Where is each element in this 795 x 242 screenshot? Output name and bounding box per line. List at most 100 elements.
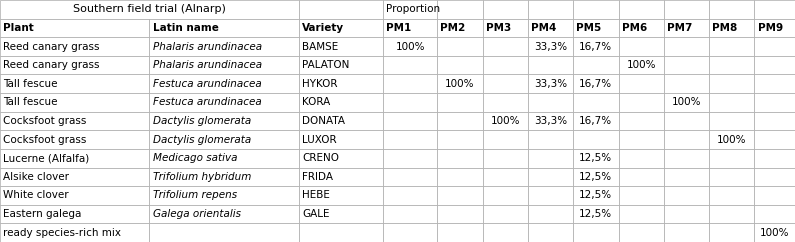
Text: Medicago sativa: Medicago sativa: [153, 153, 237, 163]
Bar: [664, 167, 709, 186]
Bar: [664, 93, 709, 112]
Bar: [383, 223, 437, 242]
Bar: [573, 75, 619, 93]
Bar: [619, 205, 664, 223]
Bar: [528, 75, 573, 93]
Bar: [619, 112, 664, 130]
Bar: [528, 19, 573, 37]
Text: Southern field trial (Alnarp): Southern field trial (Alnarp): [73, 4, 226, 14]
Bar: [299, 186, 383, 205]
Bar: [149, 167, 299, 186]
Text: Trifolium hybridum: Trifolium hybridum: [153, 172, 251, 182]
Text: 16,7%: 16,7%: [580, 116, 612, 126]
Text: 100%: 100%: [491, 116, 520, 126]
Bar: [573, 37, 619, 56]
Bar: [754, 56, 795, 75]
Bar: [664, 205, 709, 223]
Bar: [709, 75, 754, 93]
Bar: [619, 56, 664, 75]
Bar: [0, 19, 149, 37]
Text: Reed canary grass: Reed canary grass: [3, 60, 99, 70]
Bar: [299, 0, 383, 19]
Bar: [483, 167, 528, 186]
Bar: [619, 186, 664, 205]
Bar: [483, 112, 528, 130]
Bar: [149, 112, 299, 130]
Text: 12,5%: 12,5%: [580, 209, 612, 219]
Text: 33,3%: 33,3%: [534, 116, 567, 126]
Bar: [383, 93, 437, 112]
Bar: [709, 56, 754, 75]
Bar: [437, 37, 483, 56]
Bar: [149, 37, 299, 56]
Bar: [483, 56, 528, 75]
Bar: [528, 223, 573, 242]
Bar: [299, 130, 383, 149]
Text: 33,3%: 33,3%: [534, 79, 567, 89]
Bar: [619, 167, 664, 186]
Text: Phalaris arundinacea: Phalaris arundinacea: [153, 60, 262, 70]
Bar: [437, 130, 483, 149]
Bar: [0, 112, 149, 130]
Bar: [149, 223, 299, 242]
Text: 100%: 100%: [626, 60, 656, 70]
Bar: [528, 149, 573, 167]
Text: 100%: 100%: [717, 135, 747, 145]
Text: Phalaris arundinacea: Phalaris arundinacea: [153, 42, 262, 52]
Bar: [709, 130, 754, 149]
Text: Lucerne (Alfalfa): Lucerne (Alfalfa): [3, 153, 89, 163]
Bar: [483, 93, 528, 112]
Text: PM3: PM3: [486, 23, 511, 33]
Bar: [483, 0, 528, 19]
Text: Plant: Plant: [3, 23, 34, 33]
Text: FRIDA: FRIDA: [302, 172, 333, 182]
Bar: [0, 167, 149, 186]
Bar: [619, 19, 664, 37]
Bar: [754, 112, 795, 130]
Bar: [383, 205, 437, 223]
Bar: [437, 56, 483, 75]
Bar: [299, 75, 383, 93]
Bar: [709, 93, 754, 112]
Bar: [754, 93, 795, 112]
Bar: [709, 223, 754, 242]
Bar: [664, 112, 709, 130]
Bar: [0, 223, 149, 242]
Text: GALE: GALE: [302, 209, 330, 219]
Text: 16,7%: 16,7%: [580, 42, 612, 52]
Text: PM6: PM6: [622, 23, 647, 33]
Text: LUXOR: LUXOR: [302, 135, 337, 145]
Bar: [754, 149, 795, 167]
Bar: [299, 223, 383, 242]
Bar: [437, 112, 483, 130]
Bar: [619, 93, 664, 112]
Bar: [709, 19, 754, 37]
Text: Dactylis glomerata: Dactylis glomerata: [153, 116, 251, 126]
Text: HYKOR: HYKOR: [302, 79, 338, 89]
Bar: [483, 223, 528, 242]
Text: PM8: PM8: [712, 23, 738, 33]
Text: HEBE: HEBE: [302, 190, 330, 200]
Text: PM4: PM4: [531, 23, 556, 33]
Bar: [664, 149, 709, 167]
Bar: [754, 223, 795, 242]
Bar: [754, 75, 795, 93]
Bar: [573, 56, 619, 75]
Text: 12,5%: 12,5%: [580, 190, 612, 200]
Bar: [664, 130, 709, 149]
Bar: [299, 19, 383, 37]
Bar: [483, 75, 528, 93]
Text: PALATON: PALATON: [302, 60, 350, 70]
Bar: [299, 93, 383, 112]
Bar: [664, 186, 709, 205]
Bar: [299, 56, 383, 75]
Text: Tall fescue: Tall fescue: [3, 79, 58, 89]
Bar: [0, 130, 149, 149]
Bar: [573, 205, 619, 223]
Bar: [754, 19, 795, 37]
Bar: [383, 186, 437, 205]
Bar: [528, 112, 573, 130]
Text: PM1: PM1: [386, 23, 412, 33]
Text: PM5: PM5: [576, 23, 602, 33]
Bar: [619, 130, 664, 149]
